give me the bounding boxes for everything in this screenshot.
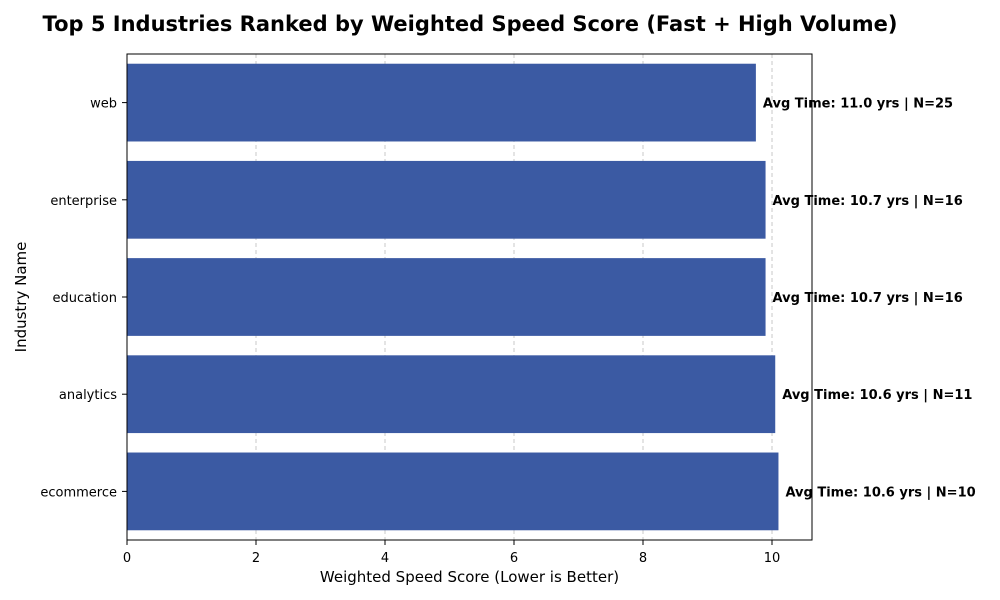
bar-ecommerce bbox=[127, 452, 779, 531]
x-tick-label: 4 bbox=[381, 551, 389, 566]
y-tick-label-analytics: analytics bbox=[59, 388, 117, 403]
bar-annotation-ecommerce: Avg Time: 10.6 yrs | N=10 bbox=[785, 485, 975, 500]
x-tick-label: 2 bbox=[252, 551, 260, 566]
x-tick-label: 6 bbox=[510, 551, 518, 566]
x-tick-label: 0 bbox=[123, 551, 131, 566]
y-tick-label-enterprise: enterprise bbox=[50, 194, 117, 209]
bars bbox=[127, 63, 779, 531]
y-tick-label-web: web bbox=[90, 97, 117, 112]
x-axis-ticks: 0 2 4 6 8 10 bbox=[123, 540, 780, 566]
chart-title: Top 5 Industries Ranked by Weighted Spee… bbox=[42, 12, 898, 36]
x-tick-label: 10 bbox=[764, 551, 781, 566]
y-tick-label-ecommerce: ecommerce bbox=[40, 485, 117, 500]
bar-annotations: Avg Time: 11.0 yrs | N=25 Avg Time: 10.7 … bbox=[763, 97, 976, 501]
y-tick-label-education: education bbox=[52, 291, 117, 306]
x-axis-label: Weighted Speed Score (Lower is Better) bbox=[320, 568, 619, 586]
x-tick-label: 8 bbox=[639, 551, 647, 566]
bar-enterprise bbox=[127, 160, 766, 239]
bar-web bbox=[127, 63, 756, 142]
y-axis-label: Industry Name bbox=[12, 242, 30, 353]
bar-annotation-enterprise: Avg Time: 10.7 yrs | N=16 bbox=[773, 194, 963, 209]
y-axis-ticks: web enterprise education analytics ecommerce bbox=[40, 97, 127, 500]
bar-annotation-analytics: Avg Time: 10.6 yrs | N=11 bbox=[782, 388, 972, 403]
bar-annotation-education: Avg Time: 10.7 yrs | N=16 bbox=[773, 291, 963, 306]
bar-annotation-web: Avg Time: 11.0 yrs | N=25 bbox=[763, 97, 953, 112]
bar-education bbox=[127, 258, 766, 336]
bar-analytics bbox=[127, 355, 776, 434]
